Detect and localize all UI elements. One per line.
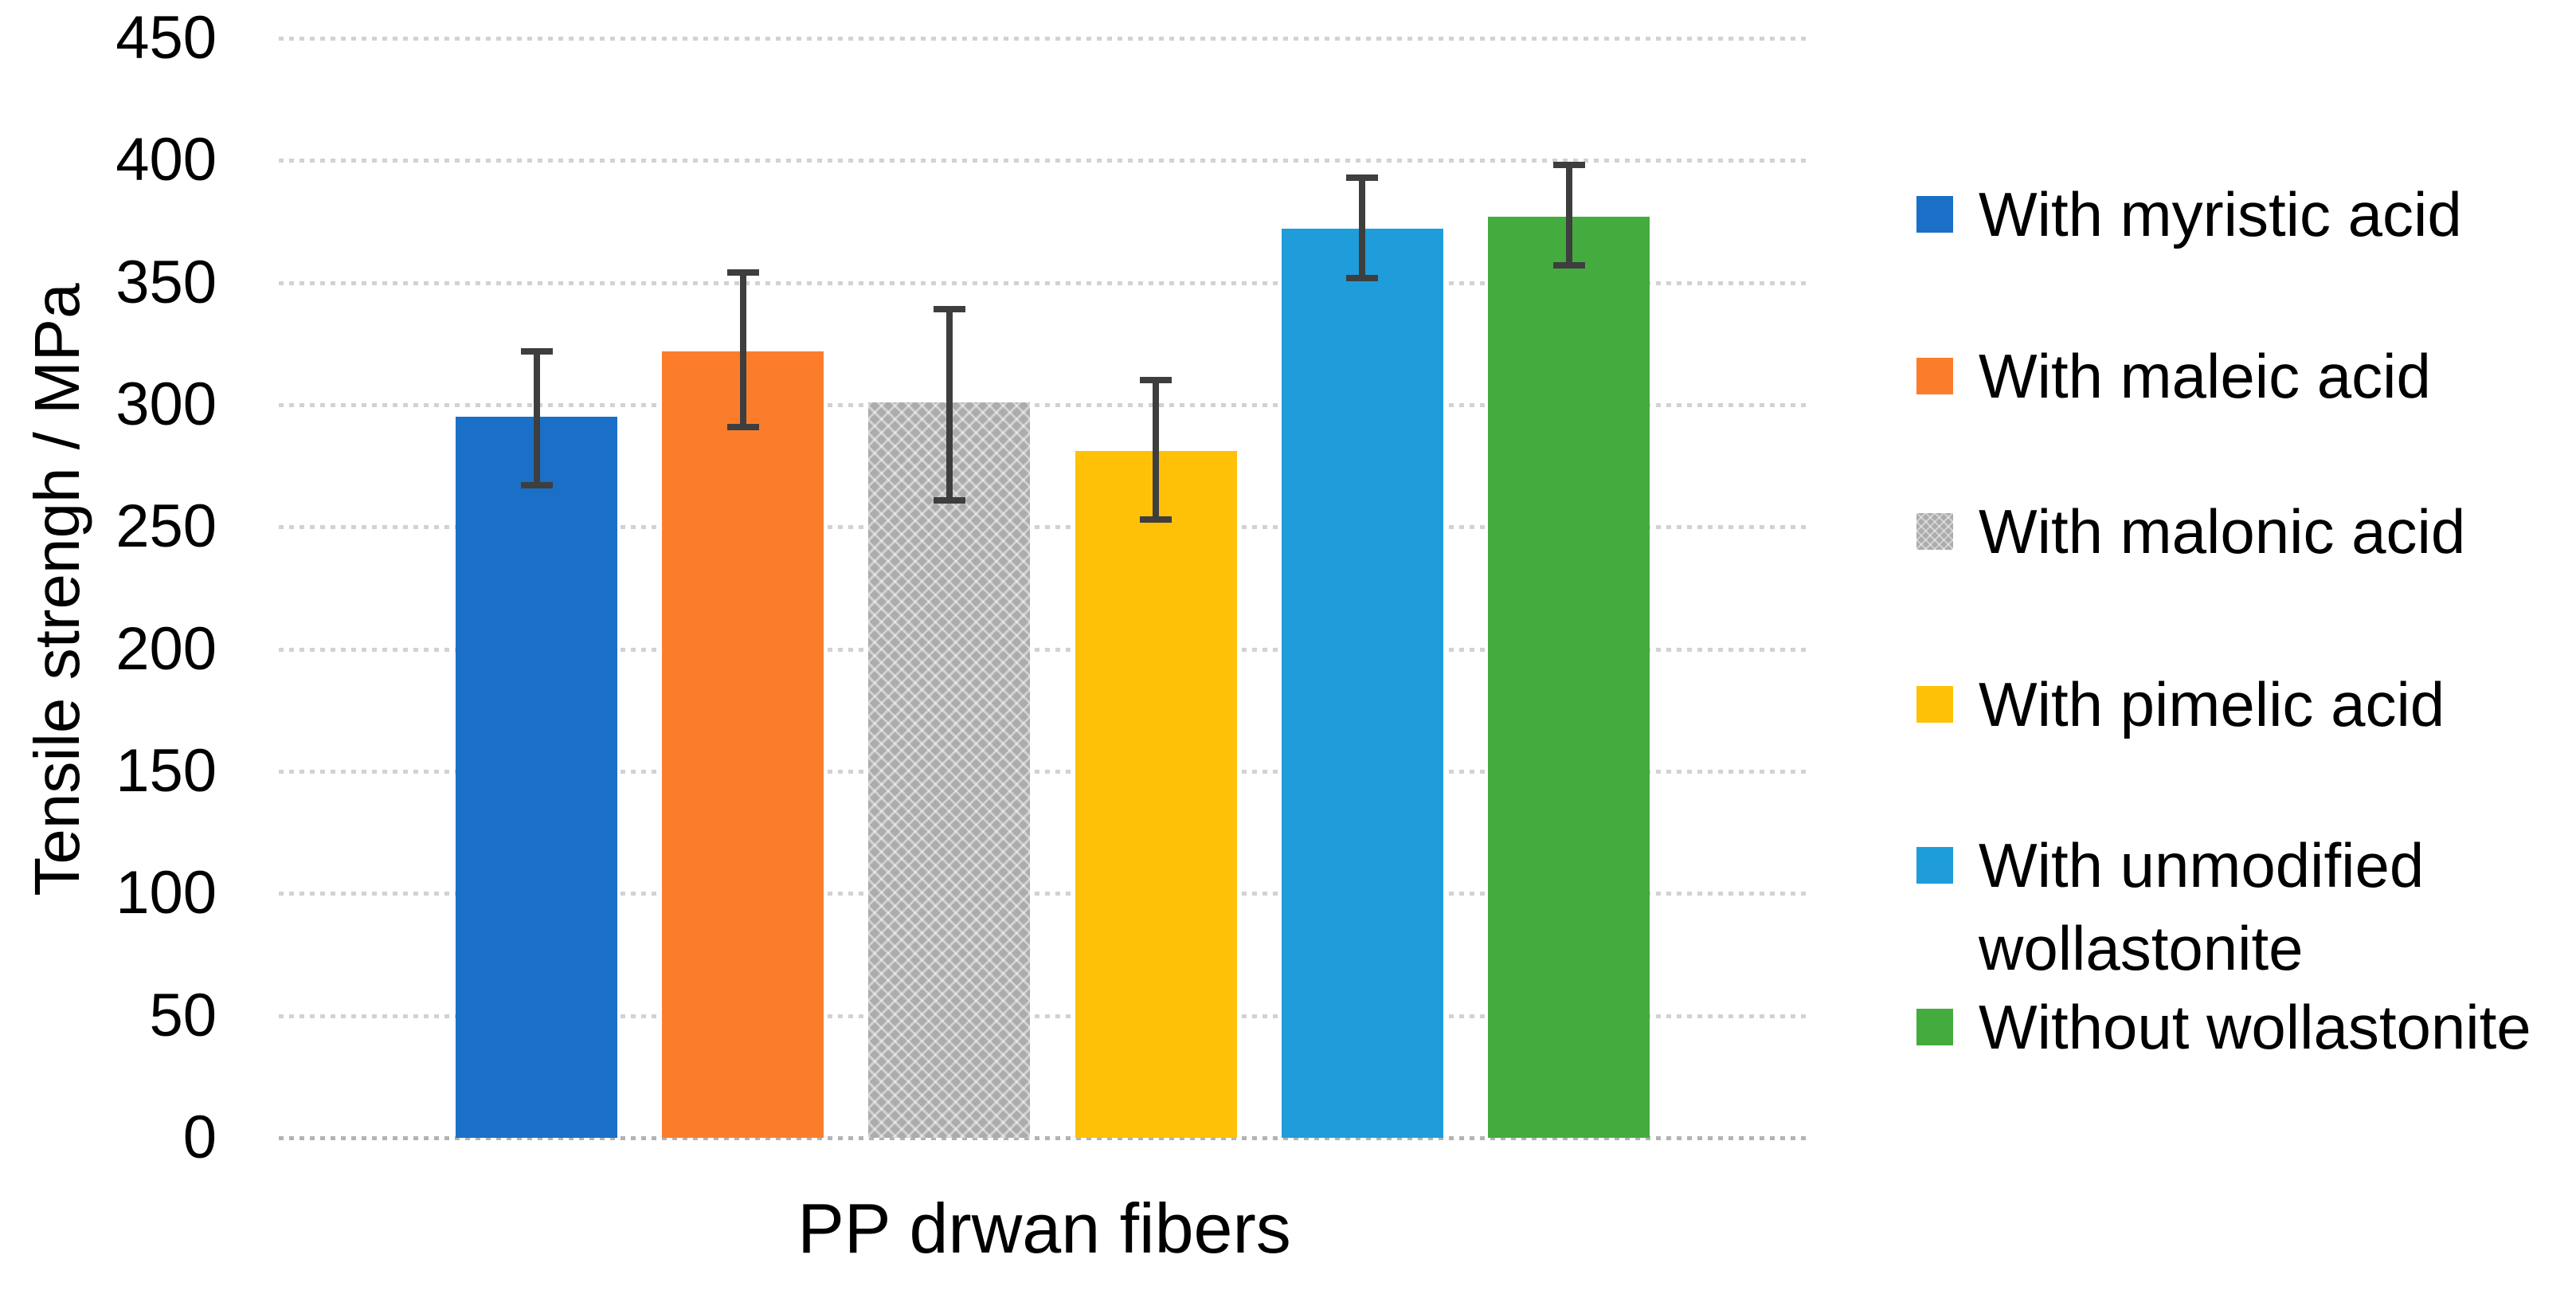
legend-label: With pimelic acid — [1979, 669, 2445, 739]
bar-with-myristic-acid — [456, 417, 617, 1138]
gridline-200 — [279, 647, 1811, 652]
legend-item-with-pimelic-acid: With pimelic acid — [1916, 663, 2445, 746]
y-tick-label-250: 250 — [115, 492, 217, 561]
legend-item-with-maleic-acid: With maleic acid — [1916, 335, 2431, 418]
legend-item-without-wollastonite: Without wollastonite — [1916, 986, 2531, 1068]
y-tick-label-100: 100 — [115, 859, 217, 927]
legend-label: With myristic acid — [1979, 179, 2462, 249]
error-bar-with-maleic-acid — [739, 273, 746, 427]
gridline-300 — [279, 403, 1811, 407]
plot-area — [279, 37, 1811, 1140]
error-cap-top-with-unmodified-wollastonite — [1346, 174, 1379, 181]
gridline-350 — [279, 280, 1811, 285]
error-cap-bottom-with-malonic-acid — [933, 496, 965, 504]
y-tick-label-200: 200 — [115, 614, 217, 683]
y-tick-label-350: 350 — [115, 248, 217, 316]
bar-with-unmodified-wollastonite — [1281, 229, 1443, 1138]
error-cap-bottom-with-maleic-acid — [726, 423, 759, 430]
legend-label: With maleic acid — [1979, 341, 2431, 411]
error-cap-top-with-maleic-acid — [726, 269, 759, 276]
error-cap-bottom-without-wollastonite — [1552, 262, 1585, 269]
error-cap-top-with-myristic-acid — [520, 347, 553, 355]
error-cap-top-with-malonic-acid — [933, 306, 965, 313]
gridline-100 — [279, 892, 1811, 896]
gridline-0 — [279, 1136, 1811, 1140]
error-cap-top-with-pimelic-acid — [1140, 377, 1173, 384]
y-tick-label-50: 50 — [149, 981, 217, 1049]
gridline-50 — [279, 1014, 1811, 1018]
error-cap-top-without-wollastonite — [1552, 162, 1585, 169]
gridline-450 — [279, 37, 1811, 41]
error-bar-with-myristic-acid — [533, 351, 540, 486]
gridline-150 — [279, 770, 1811, 774]
bar-without-wollastonite — [1488, 216, 1650, 1138]
legend-color-swatch-icon — [1916, 513, 1953, 550]
y-tick-label-400: 400 — [115, 126, 217, 194]
y-tick-label-450: 450 — [115, 4, 217, 72]
error-bar-with-malonic-acid — [945, 309, 953, 500]
bar-with-maleic-acid — [662, 351, 824, 1138]
bar-with-malonic-acid — [868, 402, 1031, 1138]
error-cap-bottom-with-myristic-acid — [520, 482, 553, 489]
error-cap-bottom-with-pimelic-acid — [1140, 516, 1173, 523]
error-bar-without-wollastonite — [1565, 165, 1572, 266]
legend-color-swatch-icon — [1916, 847, 1953, 884]
gridline-250 — [279, 525, 1811, 530]
legend-color-swatch-icon — [1916, 1009, 1953, 1045]
legend-color-swatch-icon — [1916, 358, 1953, 394]
legend-color-swatch-icon — [1916, 686, 1953, 723]
legend-color-swatch-icon — [1916, 196, 1953, 233]
legend-label: With malonic acid — [1979, 496, 2466, 567]
legend-label: With unmodified wollastonite — [1979, 830, 2425, 983]
error-bar-with-pimelic-acid — [1153, 380, 1160, 520]
y-tick-label-0: 0 — [182, 1104, 217, 1171]
x-axis-title: PP drwan fibers — [797, 1189, 1291, 1268]
gridline-400 — [279, 159, 1811, 163]
error-cap-bottom-with-unmodified-wollastonite — [1346, 274, 1379, 281]
y-tick-label-150: 150 — [115, 737, 217, 805]
bar-with-pimelic-acid — [1075, 451, 1237, 1138]
y-tick-label-300: 300 — [115, 371, 217, 438]
legend-label: Without wollastonite — [1979, 992, 2531, 1062]
legend-item-with-myristic-acid: With myristic acid — [1916, 173, 2462, 256]
legend-item-with-malonic-acid: With malonic acid — [1916, 490, 2465, 573]
error-bar-with-unmodified-wollastonite — [1359, 177, 1366, 278]
legend-item-with-unmodified-wollastonite: With unmodified wollastonite — [1916, 824, 2424, 990]
